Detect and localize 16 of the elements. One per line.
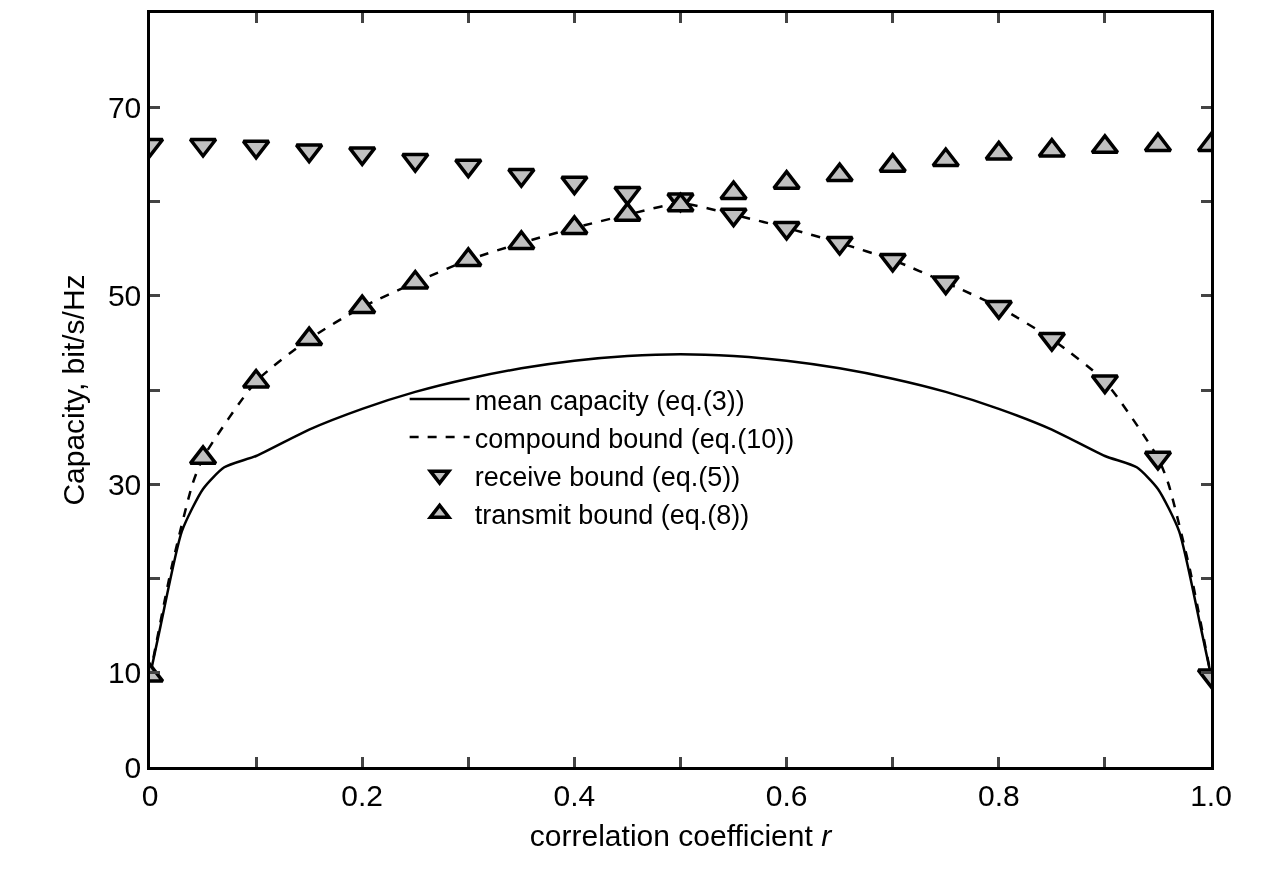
y-tick-label: 30 [107, 467, 142, 501]
legend-label: mean capacity (eq.(3)) [474, 385, 745, 416]
x-tick-label: 1.0 [1190, 778, 1232, 812]
y-tick-label: 0 [124, 750, 142, 784]
y-tick-label: 70 [107, 90, 142, 124]
x-tick-label: 0.8 [977, 778, 1020, 812]
legend-label: compound bound (eq.(10)) [474, 423, 795, 454]
x-tick-label: 0.6 [765, 778, 808, 812]
legend-label: transmit bound (eq.(8)) [474, 499, 750, 530]
y-tick-label: 50 [107, 279, 142, 313]
x-axis-title: correlation coefficient r [529, 819, 833, 853]
y-axis-title: Capacity, bit/s/Hz [56, 274, 90, 506]
x-tick-label: 0.2 [341, 778, 384, 812]
y-tick-label: 10 [107, 656, 142, 690]
legend-label: receive bound (eq.(5)) [474, 461, 741, 492]
x-tick-label: 0.4 [553, 778, 596, 812]
